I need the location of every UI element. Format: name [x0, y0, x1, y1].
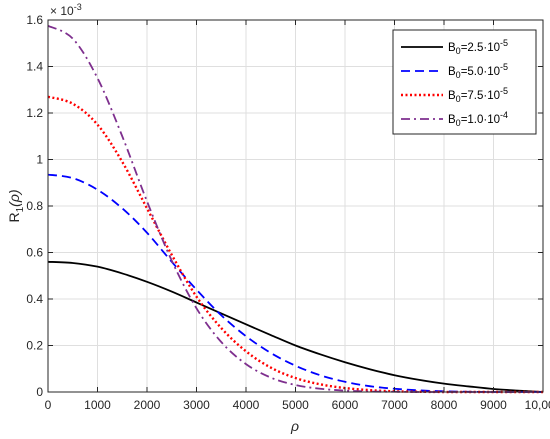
y-tick-label: 0.2: [26, 339, 43, 353]
series-line-1: [47, 260, 544, 393]
y-tick-label: 1.2: [26, 106, 43, 120]
y-exponent-label: × 10-3: [50, 2, 82, 18]
y-tick-label: 1.4: [26, 60, 43, 74]
y-tick-label: 0.4: [26, 292, 43, 306]
x-tick-label: 7000: [381, 398, 408, 412]
legend-label-1: B0=2.5·10-5: [448, 38, 508, 56]
legend: B0=2.5·10-5 B0=5.0·10-5 B0=7.5·10-5 B0=1.0·…: [392, 29, 537, 135]
y-tick-label: 0.8: [26, 199, 43, 213]
x-tick-labels: 0 1000 2000 3000 4000 5000 6000 7000 8000 9000 10,…: [45, 398, 550, 412]
y-tick-label: 1.6: [26, 13, 43, 27]
x-tick-label: 5000: [282, 398, 309, 412]
legend-label-3: B0=7.5·10-5: [448, 86, 508, 104]
legend-label-4: B0=1.0·10-4: [448, 110, 508, 128]
legend-label-2: B0=5.0·10-5: [448, 62, 508, 80]
x-tick-label: 8000: [431, 398, 458, 412]
y-tick-label: 0: [36, 385, 43, 399]
x-tick-label: 2000: [134, 398, 161, 412]
ticks: [47, 19, 544, 393]
series-line-4: [47, 24, 543, 393]
x-tick-label: 9000: [480, 398, 507, 412]
x-tick-label: 4000: [233, 398, 260, 412]
x-tick-label: 6000: [332, 398, 359, 412]
y-axis-label: R1(ρ): [6, 189, 26, 222]
x-tick-label: 3000: [183, 398, 210, 412]
y-tick-label: 1: [36, 153, 43, 167]
y-tick-label: 0.6: [26, 246, 43, 260]
x-axis-label: ρ: [290, 418, 299, 434]
x-tick-label: 0: [45, 398, 52, 412]
y-tick-labels: 0 0.2 0.4 0.6 0.8 1 1.2 1.4 1.6: [26, 13, 43, 399]
x-tick-label: 10,000: [525, 398, 550, 412]
x-tick-label: 1000: [84, 398, 111, 412]
